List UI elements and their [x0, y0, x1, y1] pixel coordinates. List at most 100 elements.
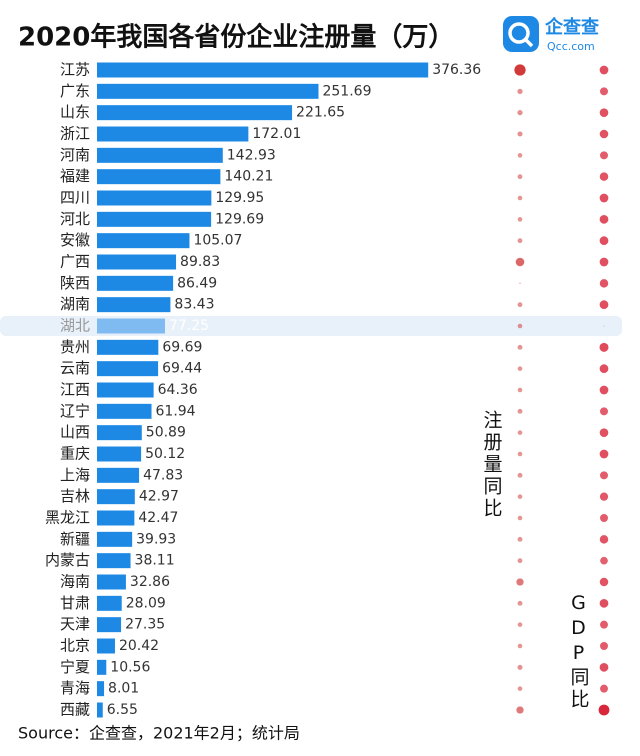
dot	[599, 193, 609, 203]
dot	[603, 325, 605, 327]
category-label: 四川	[60, 189, 90, 207]
dot	[517, 408, 523, 414]
value-label: 86.49	[177, 275, 217, 291]
value-label: 376.36	[432, 62, 481, 78]
chart-title: 2020年我国各省份企业注册量（万）	[18, 22, 454, 53]
category-label: 天津	[60, 615, 90, 633]
dot	[517, 600, 523, 606]
value-label: 221.65	[296, 105, 345, 121]
category-label: 青海	[60, 679, 90, 697]
value-label: 47.83	[143, 467, 183, 483]
highlight-band	[0, 316, 622, 336]
category-label: 上海	[60, 466, 90, 484]
dot	[517, 323, 523, 329]
dot	[517, 494, 523, 499]
bar	[97, 489, 135, 505]
value-label: 39.93	[136, 531, 176, 547]
bar	[97, 318, 165, 334]
dot	[599, 598, 609, 608]
dot	[600, 620, 608, 629]
category-label: 西藏	[60, 701, 90, 719]
category-label: 云南	[60, 359, 90, 377]
value-label: 129.69	[215, 211, 264, 227]
value-label: 50.89	[146, 425, 186, 441]
category-label: 黑龙江	[45, 509, 90, 527]
value-label: 64.36	[158, 382, 198, 398]
dot	[517, 643, 523, 649]
dot	[515, 257, 525, 267]
value-label: 142.93	[227, 147, 276, 163]
value-label: 42.97	[139, 489, 179, 505]
category-label: 江西	[60, 381, 90, 399]
dot	[517, 344, 523, 350]
value-label: 27.35	[125, 617, 165, 633]
logo-glyph	[524, 38, 534, 48]
category-label: 宁夏	[60, 658, 90, 676]
dot	[517, 174, 523, 180]
dot	[599, 214, 609, 224]
dot	[517, 88, 523, 94]
value-label: 69.44	[162, 361, 202, 377]
value-label: 83.43	[174, 297, 214, 313]
category-label: 甘肃	[60, 594, 90, 612]
bar	[97, 681, 105, 697]
dot	[599, 577, 609, 587]
dot	[599, 535, 609, 544]
dot	[599, 129, 609, 139]
category-label: 河南	[60, 146, 90, 164]
category-label: 湖南	[60, 295, 90, 313]
dot	[599, 236, 609, 246]
category-label: 湖北	[60, 317, 90, 335]
bar	[97, 62, 429, 78]
dot	[517, 238, 523, 244]
bar	[97, 339, 159, 355]
dot-series-name: 注册量同比	[481, 410, 503, 520]
bar	[97, 659, 107, 675]
bar	[97, 233, 190, 249]
dot	[600, 151, 608, 160]
dot	[599, 428, 609, 437]
dot	[517, 664, 523, 670]
logo-site: Qcc.com	[547, 40, 595, 53]
dot	[600, 514, 608, 522]
value-label: 20.42	[119, 638, 159, 654]
value-label: 8.01	[108, 681, 139, 697]
category-label: 广东	[60, 82, 90, 100]
bar	[97, 617, 122, 633]
value-label: 77.25	[169, 318, 209, 334]
bar	[97, 574, 126, 590]
value-label: 38.11	[135, 553, 175, 569]
category-label: 山西	[60, 423, 90, 441]
category-label: 浙江	[60, 125, 90, 143]
bar	[97, 553, 131, 569]
bar	[97, 425, 142, 441]
value-label: 172.01	[252, 126, 301, 142]
category-label: 新疆	[60, 530, 90, 548]
dot	[600, 471, 608, 480]
bar	[97, 467, 140, 483]
dot	[517, 536, 523, 542]
dot	[517, 451, 523, 457]
dot	[600, 407, 608, 416]
category-label: 山东	[60, 103, 90, 121]
dot	[517, 153, 523, 158]
dot	[600, 642, 608, 650]
bar	[97, 638, 115, 654]
dot	[599, 449, 609, 459]
value-label: 105.07	[193, 233, 242, 249]
dot	[517, 387, 523, 393]
category-label: 江苏	[60, 61, 90, 79]
bar	[97, 169, 221, 185]
dot	[599, 492, 609, 501]
bar	[97, 126, 249, 142]
dot	[517, 302, 523, 308]
dot	[600, 684, 608, 693]
bar	[97, 275, 174, 291]
value-label: 6.55	[107, 702, 138, 718]
dot	[517, 366, 523, 371]
category-label: 内蒙古	[45, 551, 90, 569]
dot	[519, 282, 521, 285]
bar	[97, 190, 212, 206]
bar	[97, 702, 103, 718]
category-label: 广西	[60, 253, 90, 271]
